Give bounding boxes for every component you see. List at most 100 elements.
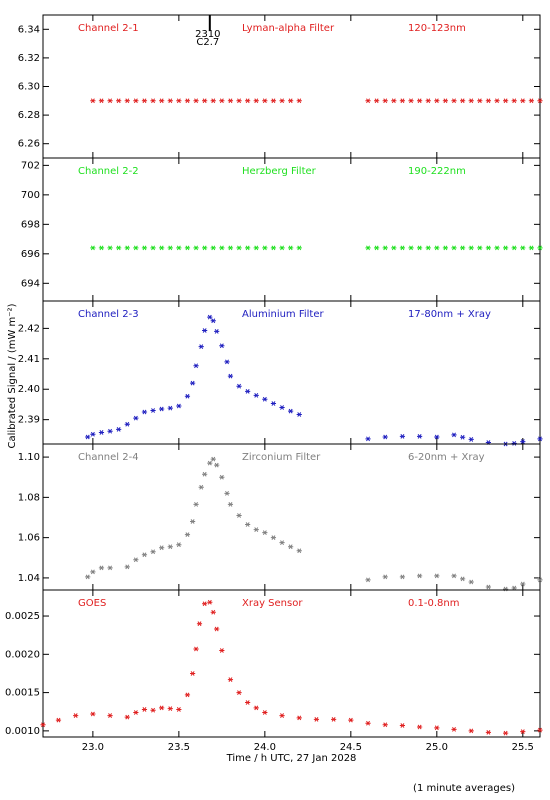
marker [270, 401, 277, 406]
panel-label: Channel 2-1 [78, 23, 139, 34]
marker [391, 98, 397, 104]
marker [382, 434, 388, 440]
marker [511, 585, 517, 591]
marker [176, 245, 182, 251]
marker [116, 245, 122, 251]
marker [107, 98, 113, 104]
marker [253, 392, 259, 398]
marker [193, 245, 199, 251]
marker [184, 98, 191, 104]
y-tick-label: 2.39 [18, 415, 40, 426]
marker [365, 98, 371, 104]
marker [176, 98, 182, 104]
marker [374, 245, 380, 251]
marker [434, 725, 440, 731]
panel-label: Aluminium Filter [242, 309, 325, 320]
marker [159, 406, 165, 412]
marker [219, 98, 225, 104]
marker [408, 245, 414, 251]
marker [150, 408, 156, 413]
x-tick-label: 24.5 [340, 742, 362, 753]
marker [288, 408, 294, 414]
marker [116, 98, 122, 104]
marker [503, 98, 509, 104]
marker [124, 421, 130, 427]
y-tick-label: 694 [21, 278, 40, 289]
marker [270, 98, 277, 104]
marker [288, 245, 294, 251]
x-axis-label: Time / h UTC, 27 Jan 2028 [226, 753, 357, 764]
panel-label: Channel 2-2 [78, 166, 139, 177]
marker [219, 343, 225, 349]
x-tick-label: 23.0 [82, 742, 104, 753]
marker [167, 706, 173, 712]
marker [468, 728, 474, 734]
marker [202, 98, 208, 104]
panel-label: Channel 2-3 [78, 309, 139, 320]
marker [253, 98, 259, 104]
marker [399, 723, 406, 728]
marker [270, 245, 277, 251]
marker [253, 245, 259, 251]
y-tick-label: 2.41 [18, 354, 40, 365]
panel-label: GOES [78, 598, 106, 609]
marker [417, 573, 423, 579]
marker [167, 405, 173, 411]
marker [382, 245, 388, 251]
panel-label: Channel 2-4 [78, 452, 139, 463]
marker [202, 601, 208, 607]
marker [224, 490, 230, 496]
marker [227, 677, 234, 682]
marker [190, 671, 196, 676]
panel-label: Herzberg Filter [242, 166, 317, 177]
marker [141, 98, 148, 104]
panel-label: 190-222nm [408, 166, 466, 177]
marker [382, 722, 388, 728]
panel-frame [42, 157, 541, 302]
marker [520, 439, 526, 444]
marker [270, 535, 277, 541]
marker [485, 730, 492, 735]
x-tick-label: 25.5 [512, 742, 534, 753]
marker [55, 717, 62, 723]
marker [511, 441, 517, 446]
x-tick-label: 25.0 [426, 742, 448, 753]
marker [124, 564, 130, 570]
marker [150, 549, 156, 555]
marker [451, 98, 457, 104]
x-tick-label: 23.5 [168, 742, 190, 753]
marker [150, 245, 156, 251]
marker [90, 569, 96, 575]
marker [107, 245, 113, 251]
y-tick-label: 0.0015 [5, 688, 40, 699]
marker [537, 727, 543, 733]
marker [141, 552, 148, 558]
marker [90, 431, 96, 437]
marker [494, 98, 500, 104]
marker [485, 245, 492, 251]
marker [202, 328, 208, 333]
marker [460, 98, 466, 104]
marker [434, 573, 440, 579]
y-tick-label: 1.06 [18, 533, 40, 544]
y-tick-label: 6.32 [18, 53, 40, 64]
marker [365, 245, 371, 251]
marker [391, 245, 397, 251]
marker [198, 344, 204, 350]
marker [253, 527, 259, 532]
marker [227, 245, 234, 251]
marker [190, 519, 196, 524]
y-tick-label: 696 [21, 249, 40, 260]
marker [227, 373, 234, 379]
marker [124, 98, 130, 104]
marker [227, 502, 234, 507]
marker [133, 98, 139, 104]
marker [210, 318, 216, 324]
marker [219, 245, 225, 251]
marker [408, 98, 414, 104]
marker [245, 522, 251, 527]
marker [210, 98, 216, 104]
marker [451, 726, 457, 732]
y-tick-label: 0.0025 [5, 611, 40, 622]
marker [477, 98, 483, 104]
